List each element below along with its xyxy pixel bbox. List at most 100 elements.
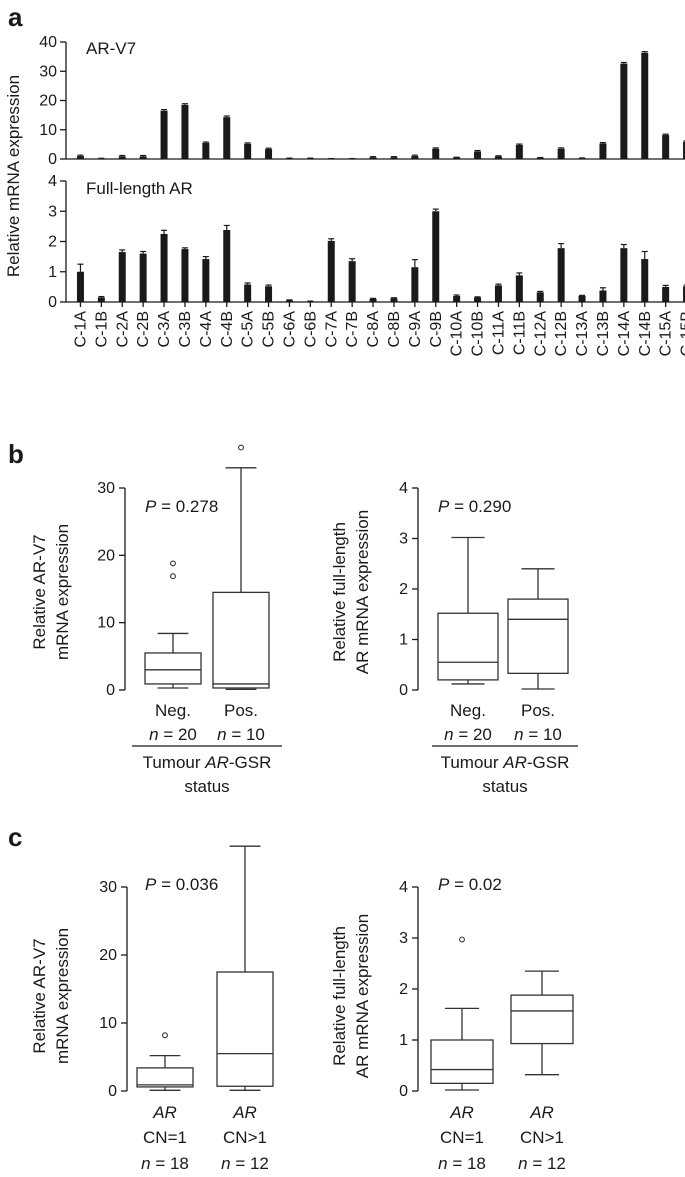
bar [223, 230, 231, 302]
bar [160, 233, 168, 302]
panel-a-ylabel: Relative mRNA expression [4, 75, 23, 277]
x-tick-label: C-5A [240, 311, 257, 348]
c-right-group1-cn: CN=1 [440, 1128, 484, 1147]
x-tick-label: C-13A [574, 311, 591, 357]
bar [202, 142, 210, 159]
b-left-group2-n: n = 10 [217, 725, 265, 744]
bar [662, 286, 670, 302]
x-tick-label: C-4A [198, 311, 215, 348]
c-right-group2-gene: AR [529, 1103, 554, 1122]
c-left-y-tick-label: 10 [99, 1015, 117, 1032]
c-left-p-value: P = 0.036 [145, 875, 218, 894]
c-right-y-tick-label: 0 [399, 1083, 408, 1100]
x-tick-label: C-9B [428, 311, 445, 347]
b-left-y-tick-label: 20 [97, 547, 115, 564]
panel-label-c: c [8, 822, 22, 852]
x-tick-label: C-12A [532, 311, 549, 357]
bar [536, 292, 544, 302]
b-left-y-tick-label: 10 [97, 615, 115, 632]
c-left-group1-cn: CN=1 [143, 1128, 187, 1147]
a-bottom-y-tick-label: 1 [48, 264, 57, 281]
b-right-xgroup-title: Tumour AR-GSR [441, 753, 570, 772]
bar [662, 135, 670, 159]
bar [515, 275, 523, 302]
b-left-group1-n: n = 20 [149, 725, 197, 744]
bar [515, 144, 523, 159]
x-tick-label: C-12B [553, 311, 570, 356]
a-bottom-y-tick-label: 3 [48, 203, 57, 220]
c-right-group1-gene: AR [449, 1103, 474, 1122]
ar-v7-chart-title: AR-V7 [86, 39, 136, 58]
bar [411, 156, 419, 159]
box [430, 1039, 494, 1084]
a-top-y-tick-label: 10 [39, 122, 57, 139]
bar [139, 253, 147, 302]
bar [641, 259, 649, 302]
bar [118, 156, 126, 159]
ar-v7-bar-chart: AR-V7 0 10 20 30 40 [39, 34, 685, 168]
x-tick-label: C-5B [261, 311, 278, 347]
bar [411, 267, 419, 302]
b-right-p-value: P = 0.290 [438, 497, 511, 516]
bar [139, 156, 147, 159]
c-left-y-tick-label: 20 [99, 947, 117, 964]
c-left-group1-gene: AR [152, 1103, 177, 1122]
bar [160, 110, 168, 159]
a-top-y-tick-label: 20 [39, 93, 57, 110]
x-tick-label: C-6A [281, 311, 298, 348]
full-length-ar-bar-chart: Full-length AR 0 1 2 3 4 C-1A C-1B C-2A C-2B C-3A… [48, 173, 685, 356]
bar [265, 286, 273, 302]
x-tick-label: C-6B [302, 311, 319, 347]
x-tick-label: C-7B [344, 311, 361, 347]
bar [536, 157, 544, 159]
b-right-y-tick-label: 1 [399, 632, 408, 649]
b-right-y-tick-label: 3 [399, 531, 408, 548]
c-right-ylabel-line2: AR mRNA expression [353, 914, 372, 1078]
bar [578, 295, 586, 302]
box [510, 994, 574, 1045]
a-top-y-tick-label: 40 [39, 34, 57, 51]
c-left-ylabel-line1: Relative AR-V7 [30, 938, 49, 1053]
c-left-group2-n: n = 12 [221, 1154, 269, 1173]
bar [76, 156, 84, 159]
b-left-xgroup-title: Tumour AR-GSR [143, 753, 272, 772]
bar [453, 157, 461, 159]
bar [202, 259, 210, 302]
bar [181, 104, 189, 159]
outlier-point [170, 560, 176, 567]
bar [97, 297, 105, 302]
bar [223, 117, 231, 159]
bar [244, 143, 252, 159]
c-right-p-value: P = 0.02 [438, 875, 502, 894]
a-top-y-tick-label: 0 [48, 151, 57, 168]
box [136, 1067, 194, 1088]
bar [285, 300, 293, 302]
b-left-p-value: P = 0.278 [145, 497, 218, 516]
c-left-group2-gene: AR [232, 1103, 257, 1122]
x-tick-label: C-15A [658, 311, 675, 357]
x-tick-label: C-11A [490, 311, 507, 355]
x-tick-label: C-2B [135, 311, 152, 347]
c-right-group1-n: n = 18 [438, 1154, 486, 1173]
bar [557, 248, 565, 302]
x-tick-label: C-2A [114, 311, 131, 348]
bar [265, 149, 273, 159]
c-left-group2-cn: CN>1 [223, 1128, 267, 1147]
x-tick-label: C-8A [365, 311, 382, 348]
bar [76, 271, 84, 302]
x-tick-label: C-11B [511, 311, 528, 355]
b-left-boxplot: Relative AR-V7 mRNA expression P = 0.278… [30, 444, 282, 796]
bar [306, 301, 314, 302]
x-tick-label: C-3B [177, 311, 194, 347]
b-right-ylabel-line2: AR mRNA expression [353, 510, 372, 674]
box [216, 971, 274, 1087]
x-tick-label: C-14B [637, 311, 654, 356]
bar [244, 284, 252, 302]
c-left-ylabel-line2: mRNA expression [53, 928, 72, 1064]
b-right-group2-n: n = 10 [514, 725, 562, 744]
x-tick-label: C-9A [407, 311, 424, 348]
bar [390, 157, 398, 159]
bar [474, 151, 482, 159]
c-right-y-tick-label: 1 [399, 1032, 408, 1049]
